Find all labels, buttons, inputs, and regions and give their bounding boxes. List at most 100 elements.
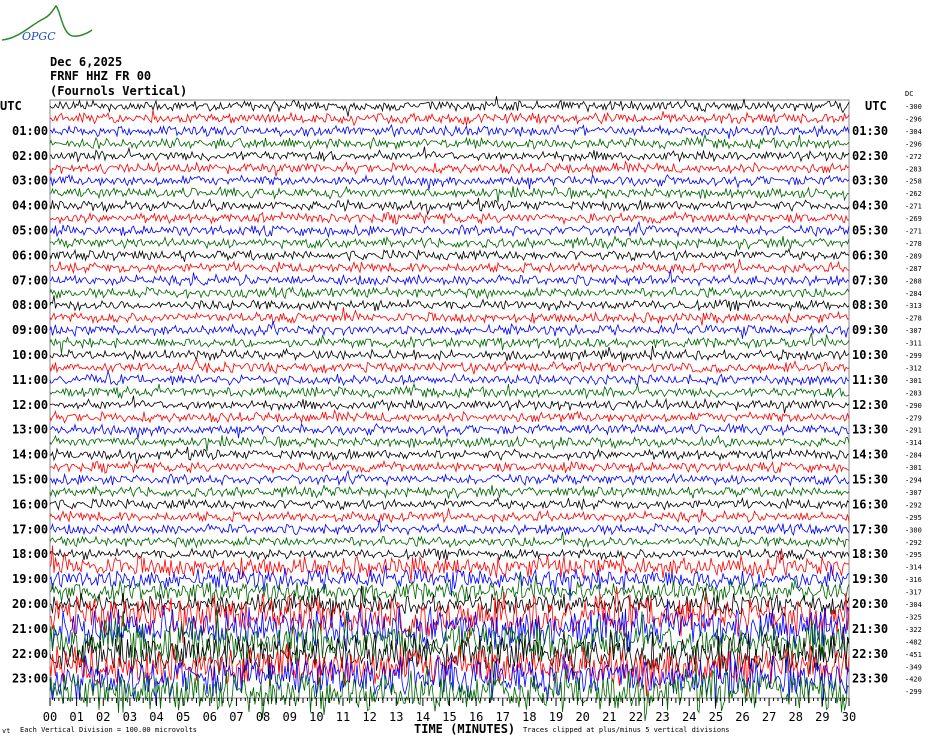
footer-right: Traces clipped at plus/minus 5 vertical … xyxy=(523,726,730,734)
x-tick-label: 24 xyxy=(682,710,696,724)
dc-header: DC xyxy=(905,90,913,98)
trace-line xyxy=(49,643,850,697)
trace-line xyxy=(49,459,850,475)
dc-offset-label: -301 xyxy=(905,464,922,472)
trace-line xyxy=(49,484,850,499)
trace-line xyxy=(49,586,850,643)
left-hour-label: 11:00 xyxy=(12,373,48,387)
trace-line xyxy=(49,409,850,424)
dc-offset-label: -262 xyxy=(905,190,922,198)
left-hour-label: 20:00 xyxy=(12,597,48,611)
left-hour-label: 05:00 xyxy=(12,224,48,238)
dc-offset-label: -420 xyxy=(905,676,922,684)
trace-line xyxy=(49,286,850,300)
trace-line xyxy=(49,197,850,216)
corner-mark: vt xyxy=(2,727,10,735)
left-hour-label: 18:00 xyxy=(12,547,48,561)
left-hour-label: 02:00 xyxy=(12,149,48,163)
dc-offset-label: -313 xyxy=(905,302,922,310)
dc-offset-label: -300 xyxy=(905,103,922,111)
left-header: UTC xyxy=(0,99,22,113)
right-hour-label: 11:30 xyxy=(852,373,888,387)
x-tick-label: 23 xyxy=(655,710,669,724)
x-tick-label: 09 xyxy=(282,710,296,724)
left-hour-label: 22:00 xyxy=(12,647,48,661)
right-hour-label: 18:30 xyxy=(852,547,888,561)
right-hour-label: 01:30 xyxy=(852,124,888,138)
x-tick-label: 14 xyxy=(416,710,430,724)
dc-offset-label: -311 xyxy=(905,340,922,348)
trace-line xyxy=(49,269,850,287)
dc-offset-label: -312 xyxy=(905,364,922,372)
x-tick-label: 07 xyxy=(229,710,243,724)
dc-offset-label: -290 xyxy=(905,402,922,410)
trace-line xyxy=(49,518,850,537)
dc-offset-label: -322 xyxy=(905,626,922,634)
left-hour-label: 07:00 xyxy=(12,273,48,287)
dc-offset-label: -296 xyxy=(905,115,922,123)
dc-offset-label: -284 xyxy=(905,290,922,298)
dc-offset-label: -272 xyxy=(905,153,922,161)
x-tick-label: 05 xyxy=(176,710,190,724)
dc-offset-label: -307 xyxy=(905,489,922,497)
x-axis-label: TIME (MINUTES) xyxy=(414,722,515,736)
trace-line xyxy=(49,531,850,549)
trace-line xyxy=(49,446,850,465)
trace-line xyxy=(49,564,850,601)
x-tick-label: 13 xyxy=(389,710,403,724)
left-hour-label: 16:00 xyxy=(12,497,48,511)
right-hour-label: 20:30 xyxy=(852,597,888,611)
x-tick-label: 10 xyxy=(309,710,323,724)
left-hour-label: 17:00 xyxy=(12,522,48,536)
right-hour-label: 03:30 xyxy=(852,174,888,188)
dc-offset-label: -269 xyxy=(905,215,922,223)
traces xyxy=(49,96,850,722)
dc-offset-label: -451 xyxy=(905,651,922,659)
right-hour-label: 22:30 xyxy=(852,647,888,661)
x-tick-label: 08 xyxy=(256,710,270,724)
x-tick-label: 02 xyxy=(96,710,110,724)
dc-offset-label: -316 xyxy=(905,576,922,584)
station-label: FRNF HHZ FR 00 xyxy=(50,69,151,83)
dc-offset-label: -291 xyxy=(905,427,922,435)
dc-offset-label: -279 xyxy=(905,414,922,422)
trace-line xyxy=(49,146,850,164)
left-hour-label: 14:00 xyxy=(12,448,48,462)
dc-offset-label: -283 xyxy=(905,389,922,397)
dc-offset-label: -258 xyxy=(905,178,922,186)
dc-offset-label: -299 xyxy=(905,352,922,360)
x-tick-label: 28 xyxy=(789,710,803,724)
x-tick-label: 11 xyxy=(336,710,350,724)
right-hour-label: 12:30 xyxy=(852,398,888,412)
trace-line xyxy=(49,173,850,190)
trace-line xyxy=(49,358,850,375)
dc-offset-label: -283 xyxy=(905,165,922,173)
dc-offset-label: -307 xyxy=(905,327,922,335)
trace-line xyxy=(49,395,850,414)
trace-line xyxy=(49,545,850,583)
right-header: UTC xyxy=(865,99,887,113)
x-axis: 00 01 02 03 04 05 06 07 08 09 10 11 12 13 14 15 16 17 18 19… xyxy=(43,698,856,724)
dc-offset-label: -278 xyxy=(905,315,922,323)
left-hour-label: 21:00 xyxy=(12,622,48,636)
left-hour-label: 03:00 xyxy=(12,174,48,188)
left-hour-label: 10:00 xyxy=(12,348,48,362)
left-hour-label: 08:00 xyxy=(12,298,48,312)
x-tick-label: 03 xyxy=(123,710,137,724)
dc-offset-label: -296 xyxy=(905,140,922,148)
dc-offset-label: -482 xyxy=(905,638,922,646)
trace-line xyxy=(49,469,850,487)
trace-line xyxy=(49,133,850,150)
left-hour-label: 04:00 xyxy=(12,199,48,213)
dc-offset-label: -288 xyxy=(905,277,922,285)
right-hour-label: 09:30 xyxy=(852,323,888,337)
opgc-logo: OPGC xyxy=(1,4,93,43)
trace-line xyxy=(49,210,850,226)
right-hour-label: 21:30 xyxy=(852,622,888,636)
x-tick-label: 27 xyxy=(762,710,776,724)
left-hour-label: 09:00 xyxy=(12,323,48,337)
x-tick-label: 26 xyxy=(735,710,749,724)
trace-line xyxy=(49,496,850,511)
x-tick-label: 15 xyxy=(442,710,456,724)
